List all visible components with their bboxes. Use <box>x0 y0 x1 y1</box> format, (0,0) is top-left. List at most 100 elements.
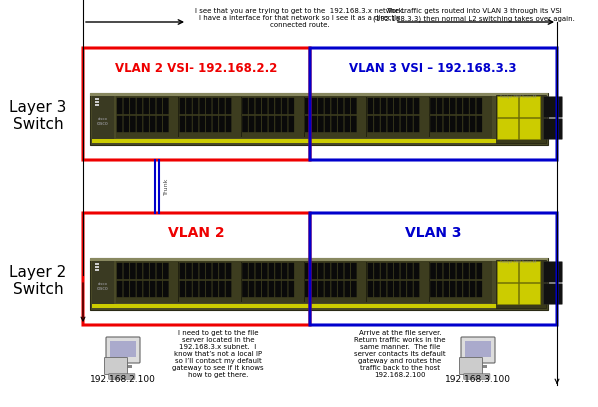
FancyBboxPatch shape <box>282 116 288 132</box>
FancyBboxPatch shape <box>117 98 123 114</box>
FancyBboxPatch shape <box>456 281 462 297</box>
FancyBboxPatch shape <box>380 263 386 279</box>
FancyBboxPatch shape <box>544 284 562 304</box>
FancyBboxPatch shape <box>459 357 483 374</box>
FancyBboxPatch shape <box>288 281 294 297</box>
FancyBboxPatch shape <box>456 98 462 114</box>
Bar <box>114 365 132 368</box>
FancyBboxPatch shape <box>387 98 393 114</box>
FancyBboxPatch shape <box>407 116 413 132</box>
FancyBboxPatch shape <box>262 98 268 114</box>
Bar <box>178 97 179 137</box>
FancyBboxPatch shape <box>262 116 268 132</box>
FancyBboxPatch shape <box>351 281 357 297</box>
FancyBboxPatch shape <box>106 337 140 363</box>
Bar <box>110 341 136 357</box>
FancyBboxPatch shape <box>476 263 482 279</box>
FancyBboxPatch shape <box>443 116 449 132</box>
FancyBboxPatch shape <box>318 263 324 279</box>
FancyBboxPatch shape <box>193 263 199 279</box>
FancyBboxPatch shape <box>179 116 185 132</box>
Bar <box>90 258 548 310</box>
FancyBboxPatch shape <box>520 96 541 118</box>
FancyBboxPatch shape <box>325 98 331 114</box>
Text: 192.168.2.100: 192.168.2.100 <box>90 375 156 384</box>
FancyBboxPatch shape <box>275 281 281 297</box>
FancyBboxPatch shape <box>288 116 294 132</box>
FancyBboxPatch shape <box>117 281 123 297</box>
FancyBboxPatch shape <box>463 281 469 297</box>
FancyBboxPatch shape <box>498 118 518 140</box>
FancyBboxPatch shape <box>469 281 475 297</box>
FancyBboxPatch shape <box>206 98 212 114</box>
FancyBboxPatch shape <box>269 98 274 114</box>
FancyBboxPatch shape <box>242 116 248 132</box>
Bar <box>92 304 500 308</box>
FancyBboxPatch shape <box>400 263 407 279</box>
FancyBboxPatch shape <box>312 263 318 279</box>
Bar <box>476 362 480 366</box>
FancyBboxPatch shape <box>156 98 162 114</box>
Bar <box>429 262 430 302</box>
FancyBboxPatch shape <box>380 281 386 297</box>
Bar <box>90 93 548 96</box>
FancyBboxPatch shape <box>186 98 192 114</box>
FancyBboxPatch shape <box>498 284 518 304</box>
FancyBboxPatch shape <box>123 281 129 297</box>
FancyBboxPatch shape <box>318 98 324 114</box>
Text: Layer 2
Switch: Layer 2 Switch <box>10 265 66 298</box>
FancyBboxPatch shape <box>544 97 562 117</box>
FancyBboxPatch shape <box>461 337 495 363</box>
FancyBboxPatch shape <box>476 281 482 297</box>
FancyBboxPatch shape <box>476 116 482 132</box>
FancyBboxPatch shape <box>380 116 386 132</box>
FancyBboxPatch shape <box>338 98 344 114</box>
FancyBboxPatch shape <box>199 116 205 132</box>
Bar <box>92 96 114 139</box>
FancyBboxPatch shape <box>450 263 456 279</box>
FancyBboxPatch shape <box>430 263 436 279</box>
FancyBboxPatch shape <box>437 116 443 132</box>
FancyBboxPatch shape <box>193 116 199 132</box>
FancyBboxPatch shape <box>374 281 380 297</box>
FancyBboxPatch shape <box>351 263 357 279</box>
Bar <box>241 262 242 302</box>
FancyBboxPatch shape <box>130 281 136 297</box>
FancyBboxPatch shape <box>318 116 324 132</box>
Text: cisco
CISCO: cisco CISCO <box>97 282 109 291</box>
Text: 192.168.3.100: 192.168.3.100 <box>445 375 511 384</box>
FancyBboxPatch shape <box>242 98 248 114</box>
FancyBboxPatch shape <box>318 281 324 297</box>
FancyBboxPatch shape <box>269 116 274 132</box>
Text: I see that you are trying to get to the  192.168.3.x network.
I have a interface: I see that you are trying to get to the … <box>195 8 405 28</box>
Bar <box>95 269 99 271</box>
Text: Catalyst 2960 Series 48: Catalyst 2960 Series 48 <box>500 260 536 264</box>
Bar <box>429 97 430 137</box>
FancyBboxPatch shape <box>312 98 318 114</box>
FancyBboxPatch shape <box>400 98 407 114</box>
FancyBboxPatch shape <box>136 281 142 297</box>
FancyBboxPatch shape <box>249 263 255 279</box>
FancyBboxPatch shape <box>367 263 373 279</box>
FancyBboxPatch shape <box>387 263 393 279</box>
FancyBboxPatch shape <box>305 263 311 279</box>
FancyBboxPatch shape <box>249 281 255 297</box>
FancyBboxPatch shape <box>469 116 475 132</box>
FancyBboxPatch shape <box>156 263 162 279</box>
FancyBboxPatch shape <box>414 281 420 297</box>
FancyBboxPatch shape <box>344 263 350 279</box>
FancyBboxPatch shape <box>219 116 225 132</box>
FancyBboxPatch shape <box>331 98 337 114</box>
FancyBboxPatch shape <box>193 281 199 297</box>
FancyBboxPatch shape <box>179 98 185 114</box>
FancyBboxPatch shape <box>463 263 469 279</box>
FancyBboxPatch shape <box>344 98 350 114</box>
FancyBboxPatch shape <box>544 262 562 282</box>
Bar <box>90 93 548 145</box>
FancyBboxPatch shape <box>400 281 407 297</box>
FancyBboxPatch shape <box>130 98 136 114</box>
FancyBboxPatch shape <box>374 98 380 114</box>
Text: cisco
CISCO: cisco CISCO <box>97 117 109 126</box>
FancyBboxPatch shape <box>450 116 456 132</box>
FancyBboxPatch shape <box>407 281 413 297</box>
